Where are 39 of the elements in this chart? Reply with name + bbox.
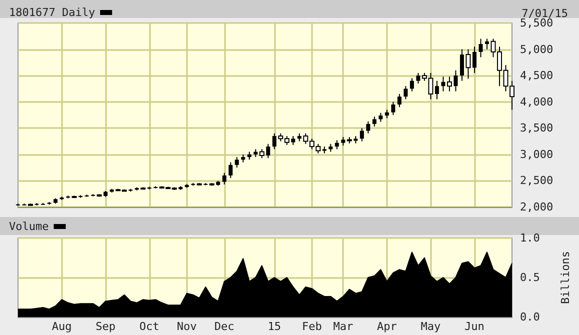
y-tick-label: 2,000 bbox=[520, 200, 554, 214]
y-tick-label: 3,500 bbox=[520, 122, 554, 135]
candlestick bbox=[410, 78, 414, 92]
candlestick bbox=[397, 93, 402, 108]
candlestick bbox=[372, 116, 376, 128]
y-axis-title: Billions bbox=[559, 251, 572, 304]
legend-label: Volume bbox=[8, 220, 49, 233]
legend-label: 1801677 Daily bbox=[9, 6, 96, 19]
candlestick bbox=[366, 120, 370, 134]
x-tick-label: Feb bbox=[302, 320, 322, 333]
y-tick-label: 5,000 bbox=[520, 42, 554, 56]
candlestick bbox=[360, 128, 364, 142]
candlestick bbox=[404, 86, 408, 100]
y-tick-label: 0.5 bbox=[520, 271, 540, 284]
candlestick bbox=[222, 172, 226, 185]
x-tick-label: Mar bbox=[333, 320, 354, 333]
y-tick-label: 3,000 bbox=[520, 148, 554, 161]
candlestick bbox=[416, 72, 420, 84]
candlestick bbox=[391, 101, 396, 116]
x-tick-label: Apr bbox=[377, 320, 398, 333]
x-tick-label: May bbox=[420, 320, 442, 333]
y-tick-label: 2,500 bbox=[520, 174, 554, 188]
x-tick-label: Aug bbox=[52, 320, 72, 333]
x-tick-label: Oct bbox=[139, 320, 160, 333]
y-tick-label: 0.0 bbox=[520, 310, 540, 324]
x-tick-label: 15 bbox=[268, 320, 282, 333]
candlestick bbox=[478, 38, 483, 58]
x-tick-label: Nov bbox=[176, 320, 198, 333]
candlestick bbox=[234, 156, 239, 168]
y-tick-label: 4,000 bbox=[520, 95, 554, 108]
x-tick-label: Sep bbox=[96, 320, 116, 333]
x-tick-label: Jun bbox=[464, 320, 484, 333]
candlestick bbox=[228, 162, 233, 179]
candlestick bbox=[441, 76, 446, 92]
y-tick-label: 1.0 bbox=[520, 232, 540, 244]
y-tick-label: 4,500 bbox=[520, 69, 554, 82]
candlestick bbox=[472, 46, 476, 74]
candlestick bbox=[434, 80, 439, 100]
x-tick-label: Dec bbox=[214, 320, 234, 333]
